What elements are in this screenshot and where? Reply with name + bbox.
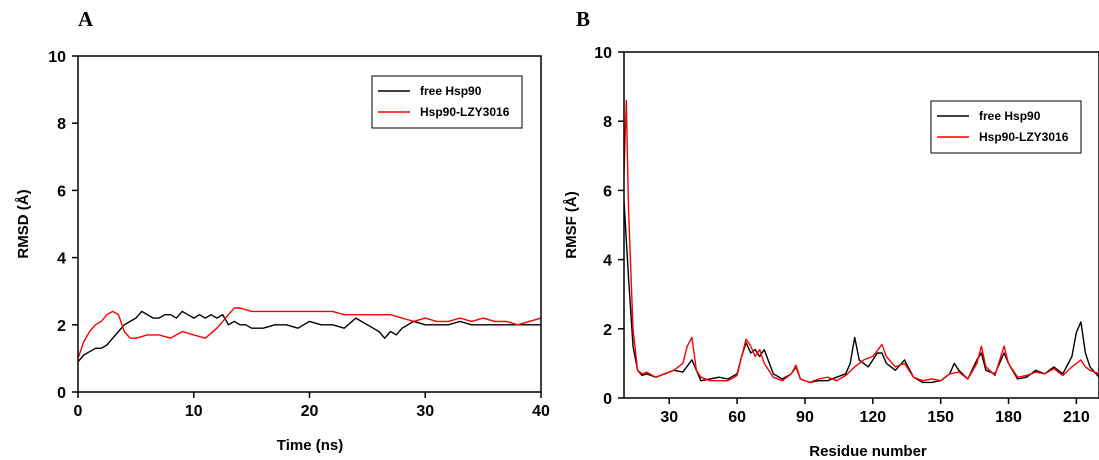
panel-a-x-tick-label: 20	[301, 403, 319, 420]
panel-b-legend-box	[930, 100, 1082, 154]
panel-b-x-tick-label: 90	[796, 409, 814, 426]
panel-a-y-tick-label: 4	[57, 251, 66, 268]
panel-a-y-axis-title: RMSD (Å)	[15, 189, 32, 258]
panel-a-y-tick-label: 2	[57, 318, 66, 335]
panel-a-x-tick-label: 10	[185, 403, 203, 420]
panel-a-plot-frame	[77, 55, 542, 393]
panel-a-legend-label-free: free Hsp90	[420, 84, 482, 98]
panel-b-series-free-hsp90-line	[624, 200, 1099, 384]
panel-a-series-hsp90-lzy3016-line	[78, 307, 541, 359]
panel-a-series-free-hsp90-line	[78, 310, 541, 363]
panel-b-y-axis-title: RMSF (Å)	[563, 191, 580, 259]
panel-a-y-tick-label: 0	[57, 385, 66, 402]
panel-a-legend-label-complex: Hsp90-LZY3016	[420, 105, 510, 119]
panel-b-y-tick-label: 6	[603, 183, 612, 200]
panel-b-y-tick-label: 0	[603, 391, 612, 408]
panel-b-chart: 30 60 90 120 150 180 210 0 2 4 6 8 10 free Hsp90 Hsp…	[563, 45, 1099, 460]
panel-a-legend: free Hsp90 Hsp90-LZY3016	[371, 75, 523, 129]
panel-b-y-tick-label: 2	[603, 322, 612, 339]
panel-a-x-tick-label: 0	[74, 403, 83, 420]
panel-b-x-tick-label: 120	[859, 409, 886, 426]
panel-a-legend-box	[371, 75, 523, 129]
panel-b-plot-frame	[623, 51, 1099, 399]
panel-b-letter: B	[576, 7, 590, 31]
panel-b-x-axis-title: Residue number	[809, 443, 927, 460]
panel-a-x-axis-title: Time (ns)	[277, 437, 343, 454]
panel-b-x-tick-label: 30	[660, 409, 678, 426]
panel-a-letter: A	[78, 7, 94, 31]
panel-a-chart: 0 10 20 30 40 0 2 4 6 8 10 free Hsp90 Hsp90-LZY301…	[15, 49, 550, 454]
panel-b-legend-label-complex: Hsp90-LZY3016	[979, 130, 1069, 144]
panel-b-series-hsp90-lzy3016-line	[624, 99, 1099, 384]
panel-b-x-tick-label: 210	[1063, 409, 1090, 426]
panel-a-x-tick-label: 30	[416, 403, 434, 420]
panel-b-y-tick-label: 10	[594, 45, 612, 62]
panel-b-x-tick-label: 150	[927, 409, 954, 426]
panel-b-x-tick-label: 60	[728, 409, 746, 426]
panel-b-x-tick-label: 180	[995, 409, 1022, 426]
panel-b-y-tick-label: 4	[603, 253, 612, 270]
panel-b-legend-label-free: free Hsp90	[979, 109, 1041, 123]
panel-a-y-tick-label: 10	[48, 49, 66, 66]
panel-b-legend: free Hsp90 Hsp90-LZY3016	[930, 100, 1082, 154]
panel-a-x-tick-label: 40	[532, 403, 550, 420]
panel-a-y-tick-label: 8	[57, 116, 66, 133]
panel-a-y-tick-label: 6	[57, 183, 66, 200]
panel-b-y-tick-label: 8	[603, 114, 612, 131]
